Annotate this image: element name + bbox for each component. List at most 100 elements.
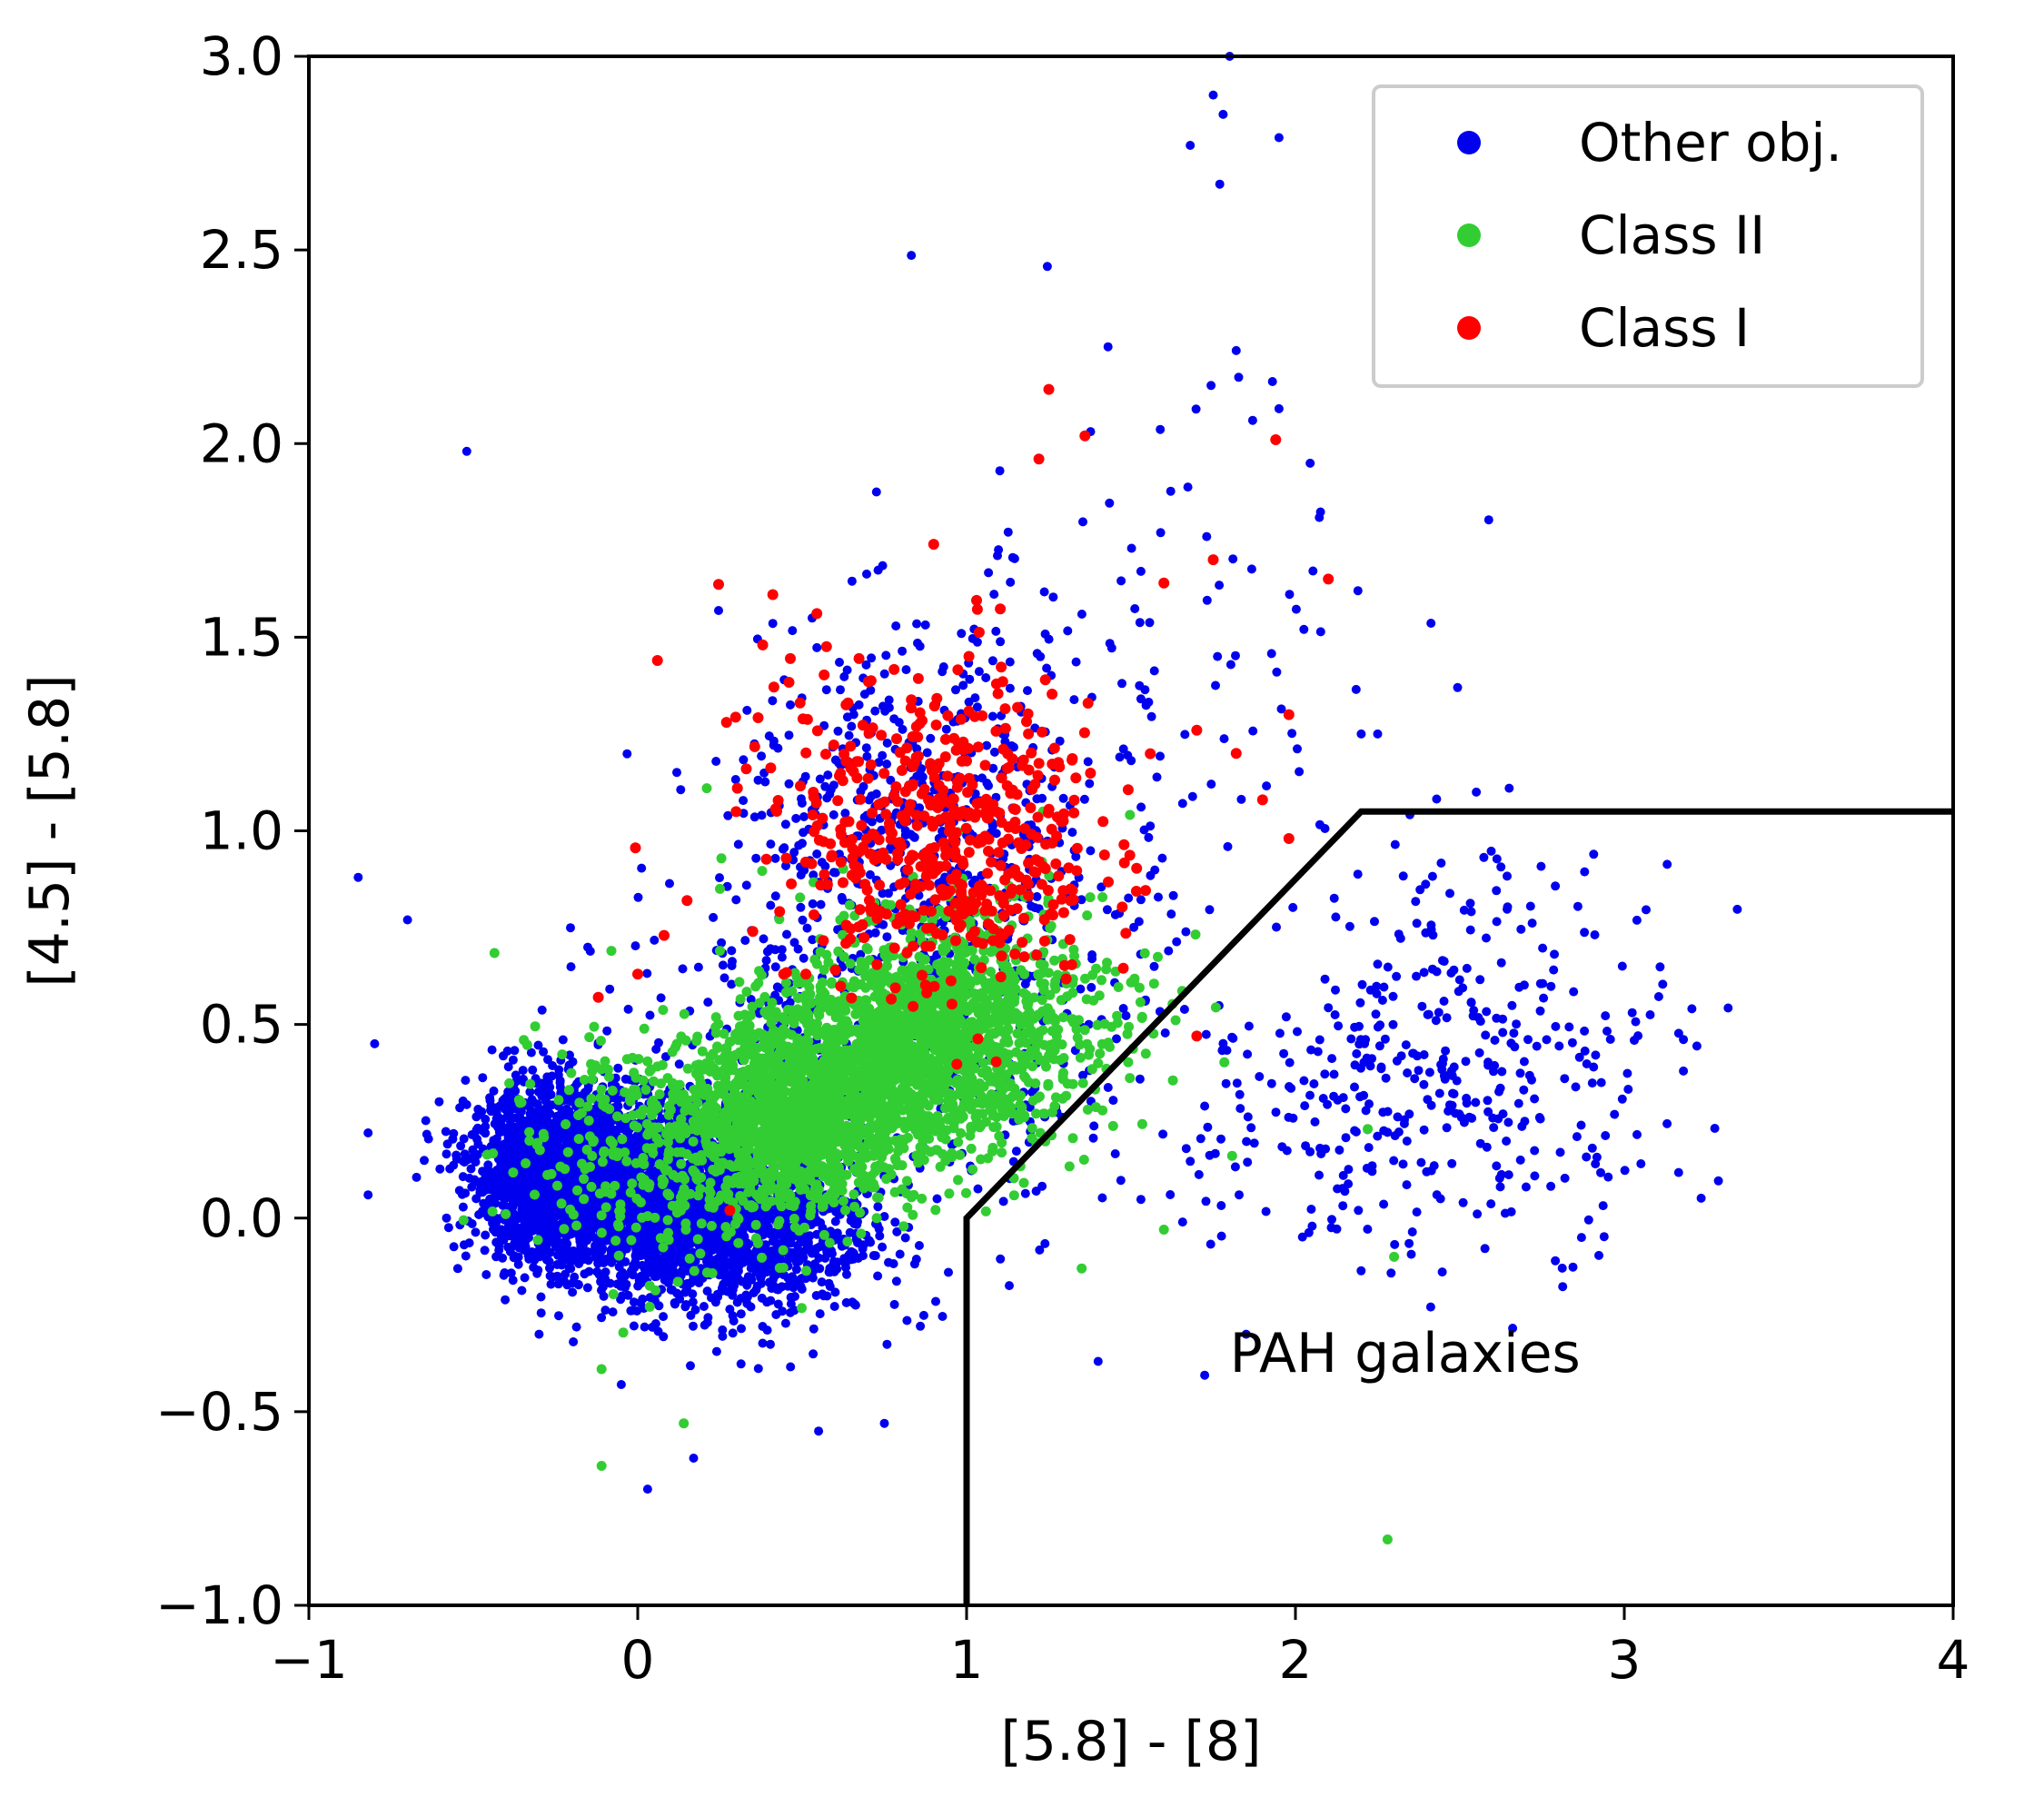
scatter-point: [802, 923, 812, 933]
scatter-point: [782, 929, 791, 939]
scatter-point: [791, 813, 801, 823]
scatter-point: [520, 1182, 530, 1192]
scatter-point: [1067, 828, 1077, 838]
scatter-point: [442, 1149, 451, 1159]
scatter-point: [600, 1274, 610, 1284]
scatter-point: [545, 1271, 555, 1281]
scatter-point: [622, 749, 632, 759]
scatter-point: [629, 1297, 639, 1307]
scatter-point: [1083, 757, 1093, 767]
scatter-point: [539, 1047, 549, 1057]
scatter-point: [756, 1272, 765, 1282]
scatter-point: [739, 755, 749, 765]
scatter-point: [489, 1086, 499, 1096]
scatter-point: [768, 696, 778, 706]
scatter-point: [715, 873, 724, 883]
scatter-point: [554, 1311, 563, 1321]
scatter-point: [981, 673, 991, 682]
scatter-point: [642, 968, 652, 978]
scatter-point: [659, 1312, 669, 1322]
scatter-point: [816, 899, 826, 909]
scatter-point: [732, 1297, 742, 1307]
scatter-point: [717, 938, 727, 948]
scatter-point: [833, 726, 843, 736]
scatter-point: [552, 1271, 562, 1281]
scatter-point: [565, 1256, 575, 1266]
scatter-point: [768, 1275, 778, 1285]
scatter-point: [592, 1266, 602, 1276]
scatter-point: [547, 1100, 557, 1110]
scatter-point: [711, 757, 721, 766]
scatter-point: [867, 817, 877, 827]
scatter-point: [1136, 802, 1146, 812]
scatter-point: [800, 771, 810, 781]
scatter-point: [815, 1309, 825, 1319]
scatter-point: [842, 665, 852, 675]
scatter-point: [474, 1210, 484, 1219]
scatter-point: [780, 819, 790, 829]
scatter-point: [561, 1269, 571, 1279]
scatter-point: [829, 809, 838, 819]
scatter-point: [507, 1131, 517, 1141]
scatter-point: [690, 1305, 700, 1315]
scatter-point: [786, 1362, 796, 1372]
scatter-point: [741, 1290, 751, 1300]
scatter-point: [467, 1219, 477, 1228]
scatter-point: [1037, 793, 1047, 803]
scatter-point: [786, 700, 795, 710]
scatter-point: [516, 1107, 526, 1117]
scatter-point: [730, 775, 740, 784]
scatter-point: [640, 1322, 650, 1332]
scatter-point: [1085, 779, 1095, 789]
scatter-point: [890, 1217, 900, 1227]
scatter-point: [958, 680, 968, 690]
scatter-point: [798, 915, 808, 925]
scatter-point: [884, 889, 893, 899]
scatter-point: [442, 1139, 452, 1149]
scatter-point: [1058, 793, 1068, 803]
scatter-point: [736, 1359, 746, 1369]
scatter-point: [842, 712, 852, 722]
scatter-point: [821, 685, 831, 695]
scatter-point: [546, 1279, 556, 1289]
scatter-point: [713, 1234, 723, 1244]
scatter-point: [508, 1055, 518, 1065]
scatter-point: [873, 1202, 883, 1212]
scatter-point: [719, 1246, 729, 1256]
scatter-point: [718, 1325, 728, 1335]
scatter-point: [944, 1267, 953, 1277]
scatter-point: [870, 1251, 880, 1261]
scatter-point: [504, 1108, 514, 1118]
scatter-point: [464, 1238, 474, 1248]
scatter-point: [974, 667, 984, 677]
scatter-point: [938, 667, 948, 677]
scatter-point: [481, 1115, 491, 1124]
scatter-point: [529, 1172, 539, 1182]
scatter-point: [631, 1134, 641, 1144]
scatter-point: [629, 1262, 639, 1272]
scatter-point: [864, 795, 874, 805]
scatter-point: [973, 1184, 983, 1194]
scatter-point: [728, 1285, 738, 1295]
scatter-point: [718, 1285, 728, 1295]
scatter-point: [494, 1246, 504, 1255]
scatter-point: [733, 1273, 742, 1283]
scatter-points: [353, 52, 1742, 1544]
scatter-point: [703, 1313, 713, 1323]
scatter-point: [602, 1026, 612, 1036]
scatter-point: [790, 1292, 799, 1301]
scatter-point: [508, 1276, 518, 1286]
scatter-point: [727, 946, 737, 956]
scatter-point: [637, 863, 647, 873]
scatter-point: [659, 1332, 669, 1342]
scatter-point: [779, 1236, 789, 1246]
scatter-point: [711, 1346, 721, 1356]
scatter-point: [770, 891, 780, 901]
scatter-point: [670, 1298, 680, 1307]
scatter-point: [989, 590, 999, 600]
scatter-point: [454, 1186, 464, 1196]
scatter-point: [689, 1321, 698, 1331]
scatter-point: [768, 619, 778, 629]
scatter-point: [757, 810, 767, 820]
scatter-point: [555, 1241, 565, 1251]
